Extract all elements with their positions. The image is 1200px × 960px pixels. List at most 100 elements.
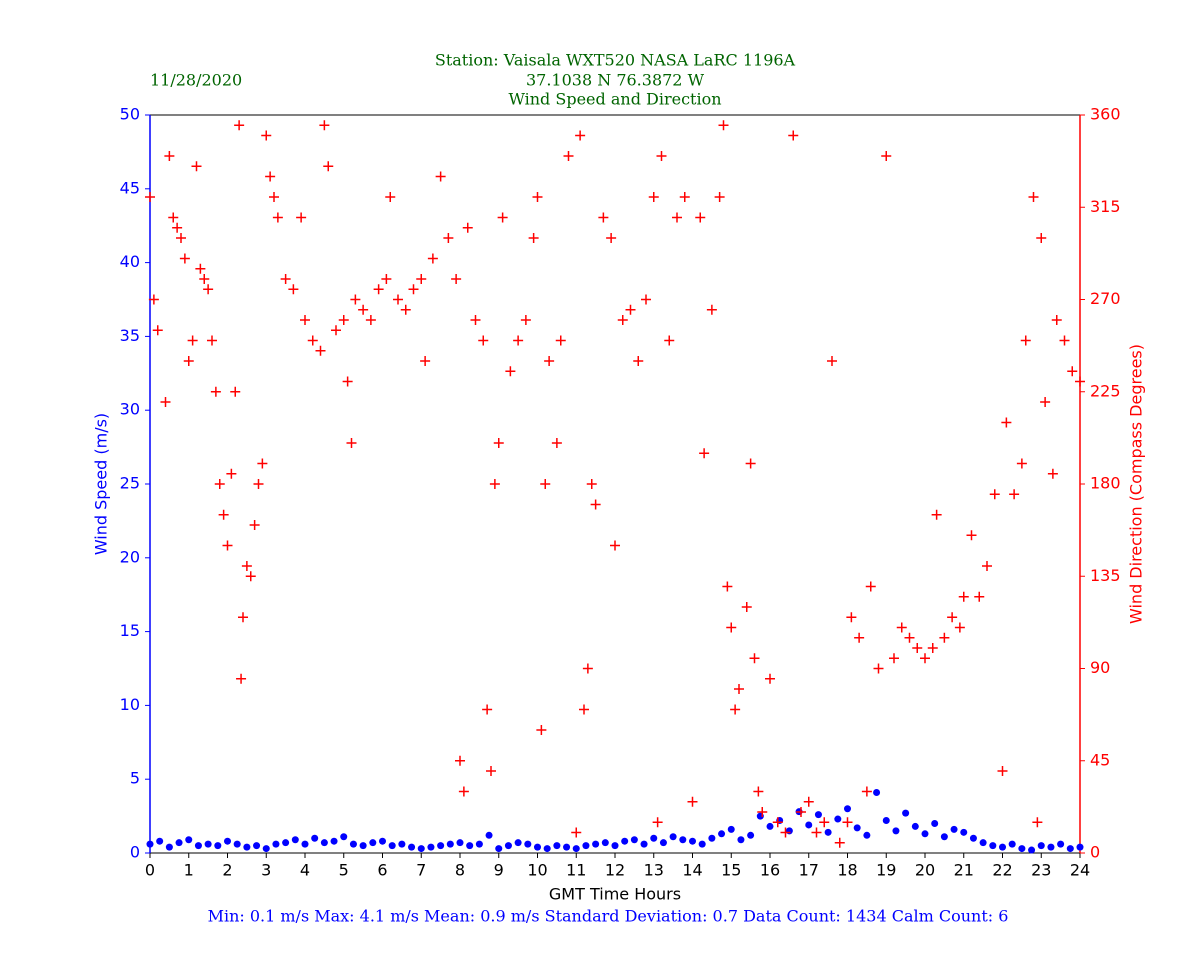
- direction-point: [280, 274, 291, 284]
- direction-point: [579, 704, 589, 715]
- direction-point: [486, 766, 496, 776]
- speed-point: [253, 842, 261, 850]
- direction-point: [520, 315, 531, 325]
- direction-point: [695, 212, 706, 223]
- speed-point: [1008, 840, 1016, 848]
- direction-point: [288, 284, 299, 295]
- direction-point: [1047, 468, 1058, 479]
- direction-point: [207, 335, 217, 346]
- direction-point: [427, 253, 438, 264]
- speed-point: [698, 840, 706, 848]
- direction-point: [555, 335, 566, 346]
- direction-point: [238, 612, 248, 623]
- direction-point: [222, 540, 233, 551]
- direction-point: [218, 509, 229, 520]
- y2-tick-label: 270: [1090, 289, 1121, 308]
- direction-point: [687, 796, 698, 807]
- speed-point: [902, 809, 910, 817]
- speed-point: [882, 817, 890, 825]
- speed-point: [534, 843, 541, 851]
- speed-point: [727, 825, 735, 833]
- speed-point: [185, 836, 193, 844]
- direction-point: [714, 192, 725, 202]
- x-tick-label: 11: [566, 861, 586, 880]
- direction-point: [827, 356, 837, 366]
- direction-point: [796, 807, 806, 817]
- direction-point: [230, 386, 241, 397]
- speed-point: [989, 842, 997, 850]
- x-tick-label: 4: [300, 861, 310, 880]
- speed-point: [931, 819, 939, 827]
- direction-point: [854, 632, 865, 643]
- direction-point: [249, 520, 260, 530]
- chart-subtitle: Wind Speed and Direction: [508, 90, 721, 109]
- speed-point: [979, 839, 987, 847]
- direction-point: [590, 499, 601, 510]
- speed-point: [1047, 843, 1055, 851]
- direction-point: [982, 561, 992, 571]
- y2-tick-label: 360: [1090, 105, 1121, 124]
- direction-point: [939, 632, 950, 643]
- direction-point: [458, 786, 469, 797]
- speed-point: [669, 833, 677, 841]
- direction-point: [741, 602, 752, 612]
- speed-point: [708, 834, 716, 842]
- direction-point: [540, 479, 551, 489]
- direction-point: [148, 294, 159, 305]
- direction-point: [214, 479, 225, 489]
- speed-point: [1037, 842, 1045, 850]
- direction-point: [176, 233, 186, 243]
- direction-point: [606, 233, 617, 243]
- x-tick-label: 18: [837, 861, 857, 880]
- direction-point: [234, 120, 245, 131]
- speed-point: [999, 843, 1006, 851]
- speed-point: [340, 833, 348, 841]
- speed-point: [572, 845, 580, 853]
- speed-point: [1028, 846, 1036, 854]
- direction-point: [617, 315, 628, 325]
- y-tick-label: 5: [130, 769, 140, 788]
- speed-point: [504, 842, 512, 850]
- y2-tick-label: 315: [1090, 197, 1121, 216]
- y2-tick-label: 0: [1090, 843, 1100, 862]
- direction-point: [145, 192, 155, 202]
- speed-point: [233, 840, 241, 848]
- direction-point: [974, 591, 985, 602]
- direction-point: [187, 335, 198, 346]
- direction-point: [865, 581, 876, 592]
- direction-point: [528, 233, 539, 243]
- x-tick-label: 6: [377, 861, 387, 880]
- speed-point: [320, 839, 328, 847]
- direction-point: [470, 315, 481, 325]
- speed-point: [262, 845, 270, 853]
- direction-point: [745, 458, 756, 469]
- direction-point: [199, 274, 210, 284]
- speed-point: [330, 837, 338, 845]
- speed-point: [475, 840, 483, 848]
- speed-point: [960, 828, 968, 836]
- direction-point: [722, 581, 733, 592]
- direction-point: [261, 130, 272, 141]
- direction-point: [195, 263, 206, 274]
- direction-point: [455, 755, 465, 766]
- speed-point: [553, 842, 561, 850]
- speed-point: [601, 839, 609, 847]
- y-tick-label: 15: [120, 621, 140, 640]
- x-tick-label: 0: [145, 861, 155, 880]
- direction-point: [912, 643, 923, 653]
- direction-point: [571, 827, 582, 838]
- direction-point: [1032, 817, 1043, 828]
- direction-point: [393, 294, 403, 305]
- direction-point: [346, 438, 357, 448]
- direction-point: [846, 612, 857, 623]
- direction-point: [598, 212, 609, 223]
- direction-point: [927, 643, 938, 653]
- speed-point: [969, 834, 977, 842]
- speed-point: [349, 840, 357, 848]
- speed-point: [272, 840, 280, 848]
- direction-point: [323, 161, 334, 172]
- direction-point: [706, 304, 717, 315]
- x-tick-label: 23: [1031, 861, 1051, 880]
- direction-point: [896, 622, 907, 633]
